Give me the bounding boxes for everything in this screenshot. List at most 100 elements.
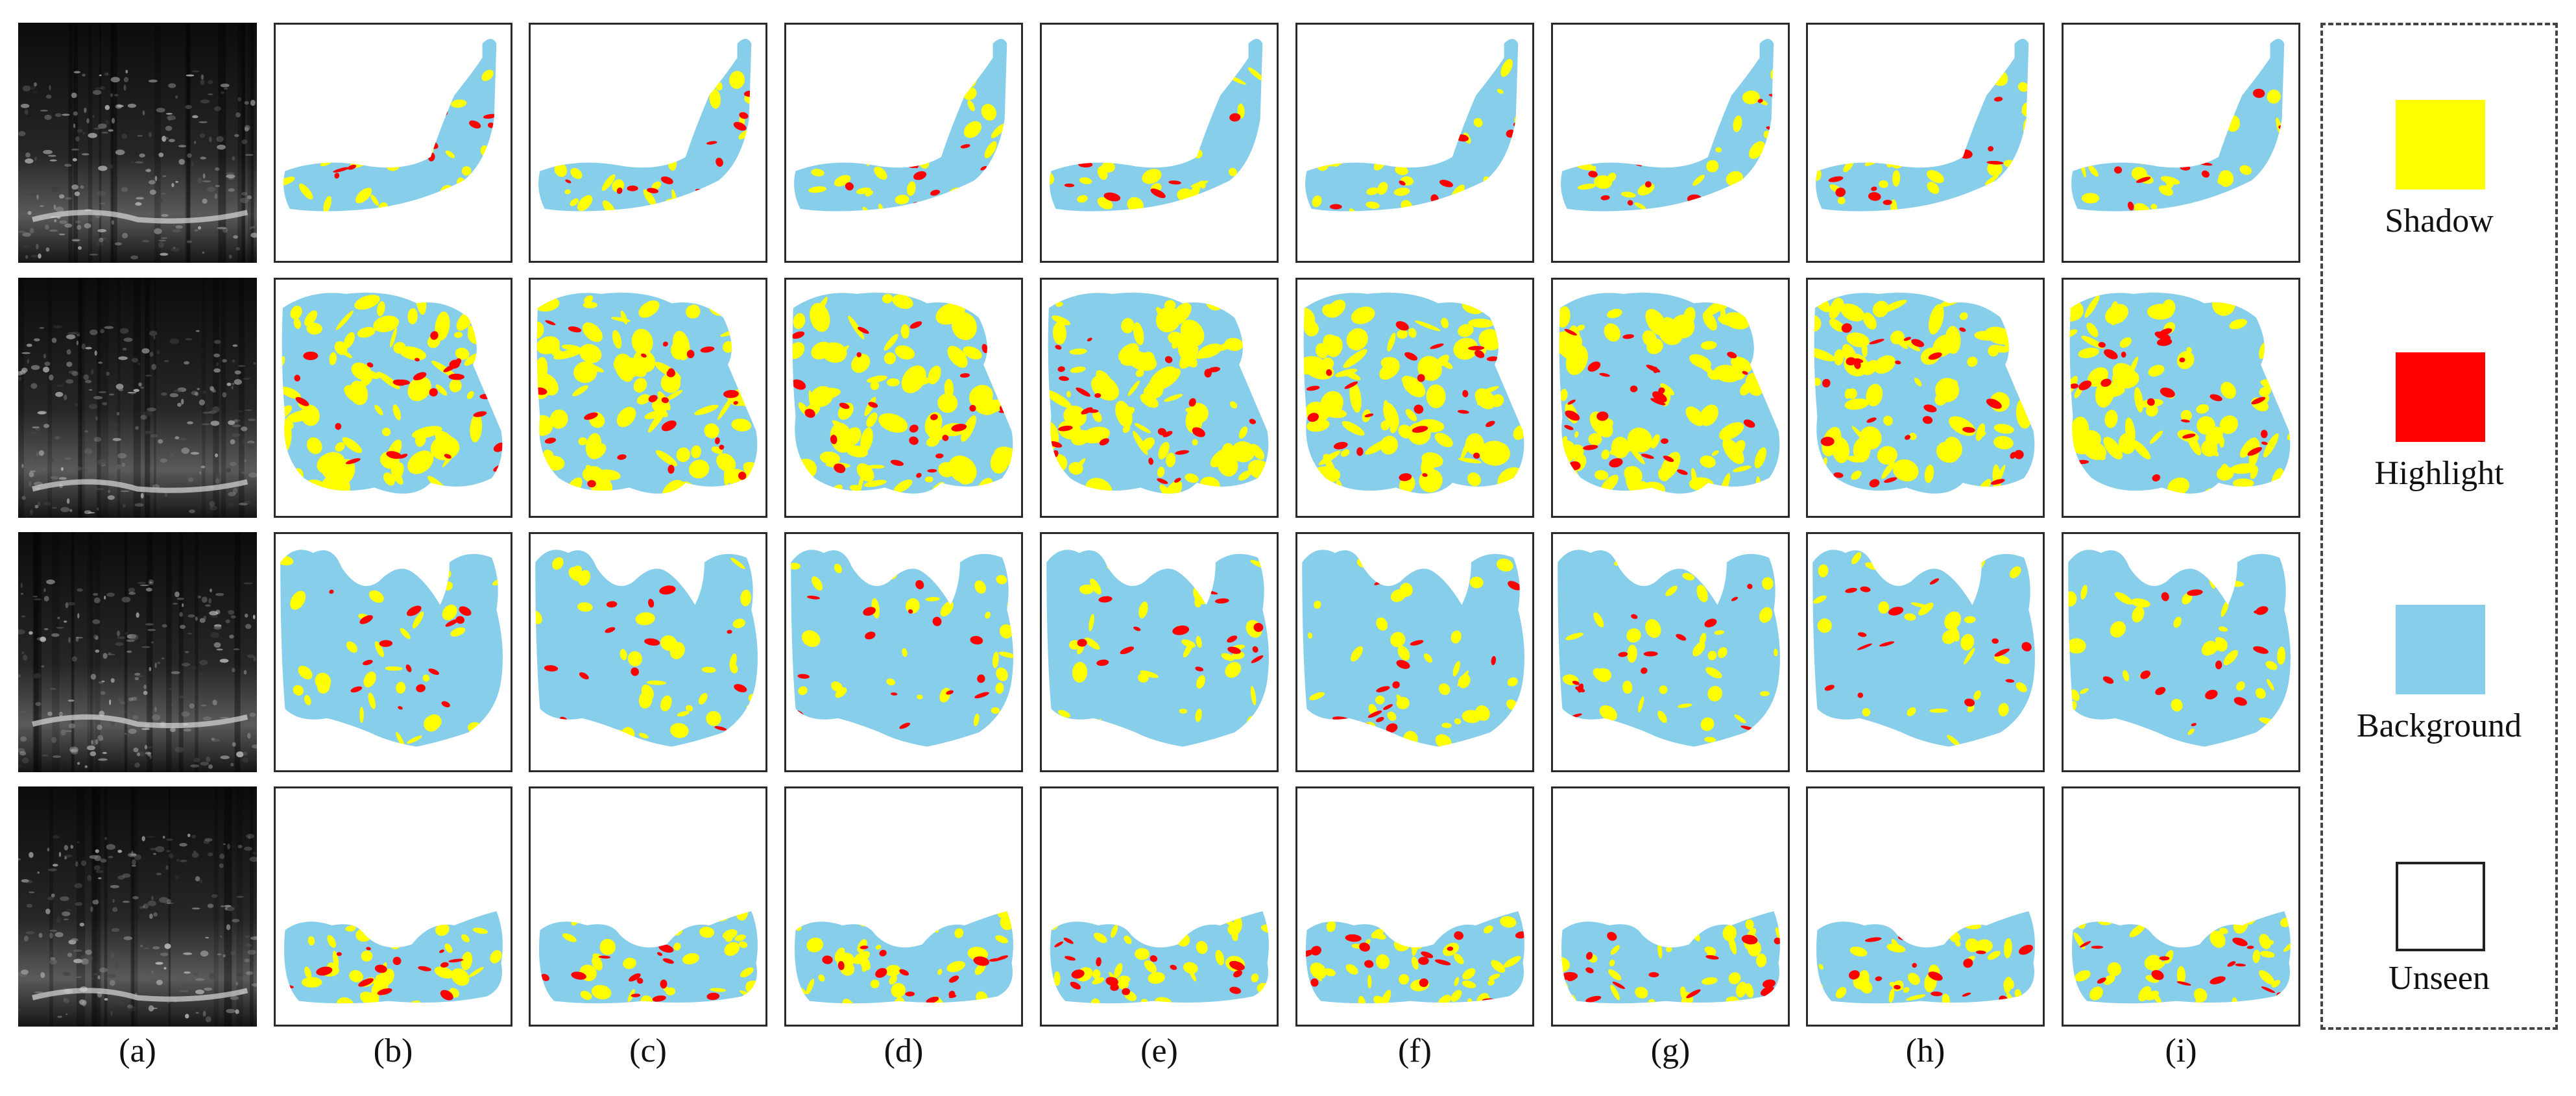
shadow-blob xyxy=(2209,931,2226,948)
shadow-blob xyxy=(466,298,476,309)
shadow-blob xyxy=(283,177,295,186)
shadow-blob xyxy=(1228,167,1237,177)
highlight-blob xyxy=(2125,150,2136,156)
shadow-blob xyxy=(2263,305,2281,315)
shadow-blob xyxy=(926,425,945,441)
shadow-blob xyxy=(1977,431,1986,438)
highlight-blob xyxy=(1396,660,1410,669)
highlight-blob xyxy=(1150,955,1158,962)
shadow-blob xyxy=(2215,637,2226,645)
shadow-blob xyxy=(374,404,383,416)
shadow-blob xyxy=(1157,467,1165,478)
highlight-blob xyxy=(407,605,422,616)
shadow-blob xyxy=(642,157,662,165)
shadow-blob xyxy=(538,86,546,101)
segmentation-map-b-row-4 xyxy=(274,786,512,1027)
highlight-blob xyxy=(2211,110,2224,114)
shadow-blob xyxy=(2105,304,2128,324)
shadow-blob xyxy=(368,590,384,603)
shadow-blob xyxy=(1053,971,1061,986)
shadow-blob xyxy=(1496,558,1513,572)
sonar-image-row-1 xyxy=(18,23,257,263)
highlight-blob xyxy=(1986,160,2004,165)
highlight-blob xyxy=(441,701,450,707)
shadow-blob xyxy=(867,911,882,928)
shadow-blob xyxy=(819,451,841,465)
shadow-blob xyxy=(2134,76,2147,85)
shadow-blob xyxy=(1185,473,1199,483)
shadow-blob xyxy=(427,714,442,729)
background-region xyxy=(1558,550,1780,747)
legend: Shadow Highlight Background Unseen xyxy=(2320,23,2558,1030)
shadow-blob xyxy=(499,692,503,703)
segmentation-map-h-row-3 xyxy=(1806,532,2045,772)
shadow-blob xyxy=(2101,386,2125,398)
highlight-blob xyxy=(1049,441,1063,448)
shadow-blob xyxy=(801,60,815,77)
shadow-blob xyxy=(1964,616,1976,624)
segmentation-map-d-row-3 xyxy=(784,532,1023,772)
shadow-blob xyxy=(1057,710,1071,718)
column-label-e: (e) xyxy=(1140,1032,1178,1069)
highlight-blob xyxy=(568,326,582,333)
highlight-blob xyxy=(1585,995,1602,1003)
shadow-blob xyxy=(536,357,548,389)
highlight-blob xyxy=(545,320,556,326)
shadow-blob xyxy=(1707,650,1717,661)
highlight-blob xyxy=(1253,622,1264,632)
shadow-blob xyxy=(1705,667,1722,679)
highlight-blob xyxy=(2261,986,2276,993)
highlight-blob xyxy=(1091,141,1106,150)
shadow-blob xyxy=(673,942,681,951)
shadow-blob xyxy=(1633,145,1645,155)
shadow-blob xyxy=(870,381,880,390)
shadow-blob xyxy=(1097,166,1108,180)
shadow-blob xyxy=(1862,312,1877,330)
shadow-blob xyxy=(2148,365,2165,377)
shadow-blob xyxy=(1647,74,1658,87)
shadow-blob xyxy=(2132,606,2145,623)
shadow-blob xyxy=(364,85,381,103)
shadow-blob xyxy=(1142,925,1155,940)
highlight-blob xyxy=(1883,199,1892,205)
highlight-blob xyxy=(1923,404,1937,413)
shadow-blob xyxy=(407,450,434,474)
shadow-blob xyxy=(1951,199,1960,205)
highlight-blob xyxy=(1486,420,1495,428)
highlight-blob xyxy=(2209,976,2226,984)
highlight-blob xyxy=(379,640,393,647)
shadow-blob xyxy=(2176,966,2186,985)
highlight-blob xyxy=(1310,978,1319,987)
shadow-blob xyxy=(2009,566,2021,579)
shadow-blob xyxy=(2086,323,2099,337)
segmentation-map-e-row-4 xyxy=(1040,786,1279,1027)
highlight-blob xyxy=(2025,180,2029,189)
shadow-blob xyxy=(1340,147,1356,161)
shadow-blob xyxy=(1179,709,1188,714)
shadow-blob xyxy=(1580,121,1594,130)
highlight-blob xyxy=(1356,447,1364,456)
shadow-blob xyxy=(1580,88,1596,103)
shadow-blob xyxy=(435,430,455,450)
shadow-blob xyxy=(1349,382,1362,413)
highlight-blob xyxy=(605,627,616,633)
shadow-blob xyxy=(1154,149,1168,162)
shadow-blob xyxy=(1569,482,1583,494)
shadow-blob xyxy=(671,342,685,360)
shadow-blob xyxy=(889,975,898,985)
shadow-blob xyxy=(1196,675,1205,689)
background-region xyxy=(1050,911,1269,1004)
highlight-blob xyxy=(1065,956,1076,961)
shadow-blob xyxy=(1129,559,1144,576)
shadow-blob xyxy=(2114,592,2133,605)
shadow-blob xyxy=(1631,562,1638,568)
shadow-blob xyxy=(864,911,876,919)
shadow-blob xyxy=(1196,940,1208,955)
highlight-blob xyxy=(935,453,944,459)
highlight-blob xyxy=(834,463,846,474)
highlight-blob xyxy=(2174,91,2185,99)
shadow-blob xyxy=(323,195,331,212)
highlight-blob xyxy=(981,180,989,188)
shadow-blob xyxy=(1864,81,1881,95)
shadow-blob xyxy=(1345,964,1358,975)
